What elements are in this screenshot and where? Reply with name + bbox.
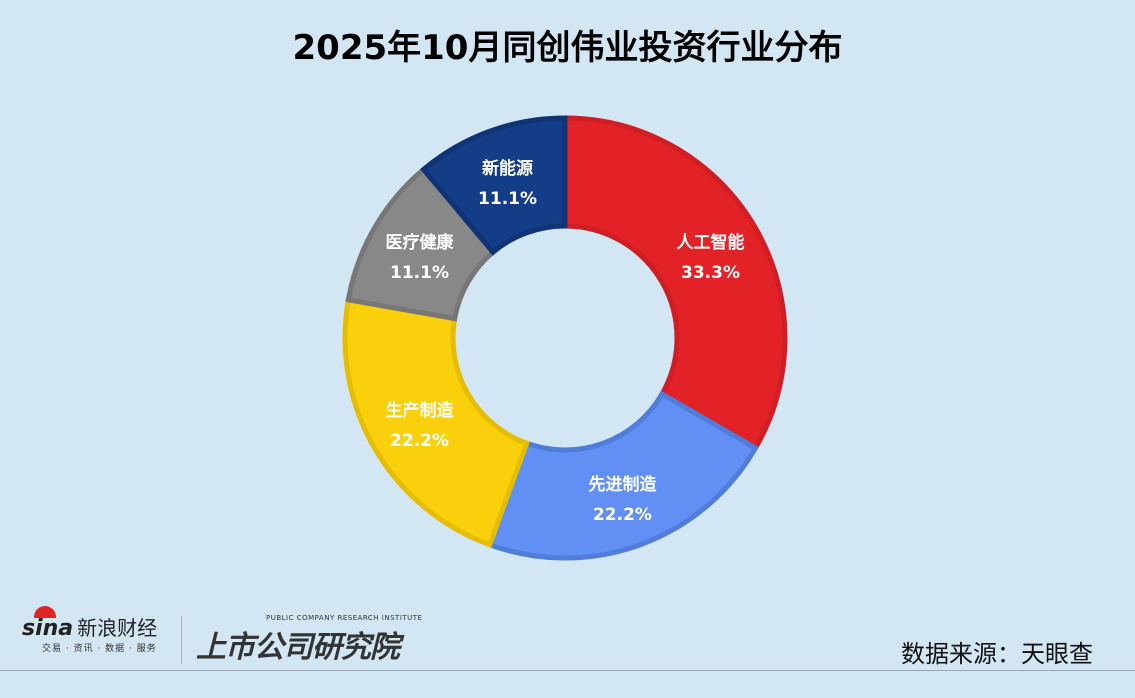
slice-value-label: 11.1% bbox=[478, 189, 537, 209]
data-source: 数据来源：天眼查 bbox=[901, 640, 1093, 668]
slice-label: 人工智能 bbox=[676, 232, 744, 253]
institute-en: PUBLIC COMPANY RESEARCH INSTITUTE bbox=[266, 614, 423, 622]
slice-label: 新能源 bbox=[482, 158, 533, 179]
sina-tagline: 交易 · 资讯 · 数据 · 服务 bbox=[42, 644, 157, 654]
slice-value-label: 22.2% bbox=[390, 431, 449, 451]
slice-4 bbox=[420, 115, 568, 256]
sina-eye-icon bbox=[34, 606, 56, 618]
institute-cn: 上市公司研究院 bbox=[196, 630, 400, 665]
slice-label: 生产制造 bbox=[386, 400, 455, 421]
sina-finance-logo: sina 新浪财经 交易 · 资讯 · 数据 · 服务 bbox=[22, 606, 172, 662]
slice-1 bbox=[486, 390, 759, 561]
slice-value-label: 22.2% bbox=[593, 505, 652, 525]
logo-divider bbox=[181, 616, 182, 664]
footer-divider bbox=[0, 670, 1135, 671]
slice-label: 医疗健康 bbox=[386, 232, 455, 253]
slice-value-label: 33.3% bbox=[681, 263, 740, 283]
institute-logo: PUBLIC COMPANY RESEARCH INSTITUTE 上市公司研究… bbox=[196, 614, 422, 666]
slice-value-label: 11.1% bbox=[390, 263, 449, 283]
sina-brand: sina bbox=[22, 616, 74, 641]
slice-2 bbox=[342, 296, 530, 548]
slice-0 bbox=[562, 115, 788, 452]
chart-title: 2025年10月同创伟业投资行业分布 bbox=[292, 28, 843, 68]
slice-label: 先进制造 bbox=[588, 474, 657, 495]
sina-name: 新浪财经 bbox=[77, 616, 158, 640]
